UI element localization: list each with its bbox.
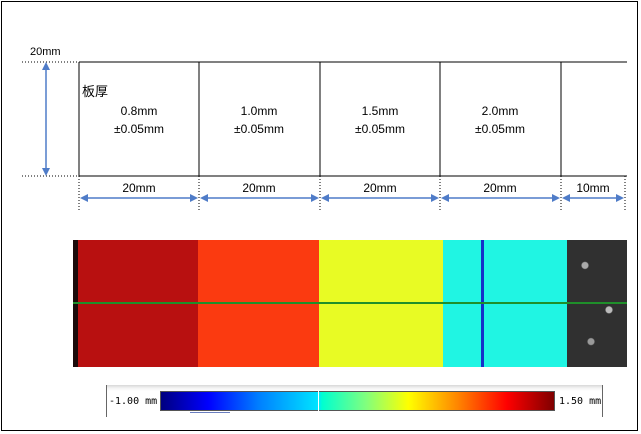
height-arrowhead-bottom [42,168,50,176]
cell-0-thickness: 0.8mm [120,104,158,118]
cell-3-thickness: 2.0mm [481,104,519,118]
cell-1-thickness: 1.0mm [240,104,278,118]
cell-2-tolerance: ±0.05mm [355,122,405,136]
cell-0-tolerance: ±0.05mm [114,122,164,136]
colorbar-max-label: 1.50 mm [559,396,602,407]
cell-3-tolerance: ±0.05mm [475,122,525,136]
thickness-heading: 板厚 [82,84,109,99]
height-arrowhead-top [42,62,50,70]
colorbar [160,391,555,411]
colorbar-center-tick [318,391,319,411]
cell-2-width-label: 20mm [363,181,397,195]
width-arrow-0 [80,194,198,202]
cell-1-width-label: 20mm [242,181,276,195]
colorbar-min-label: -1.00 mm [109,396,158,407]
width-arrow-3 [441,194,560,202]
cell-2-text: 1.5mm ±0.05mm [320,102,440,138]
cell-4-width-label: 10mm [576,181,610,195]
width-arrow-2 [321,194,439,202]
cell-2-thickness: 1.5mm [361,104,399,118]
height-label: 20mm [30,46,61,58]
width-arrow-4 [562,194,624,202]
cell-1-text: 1.0mm ±0.05mm [199,102,319,138]
colorbar-underline [190,412,230,413]
cell-0-text: 0.8mm ±0.05mm [79,102,199,138]
cell-3-text: 2.0mm ±0.05mm [440,102,560,138]
cell-3-width-label: 20mm [483,181,517,195]
heatmap-centerline [73,302,627,304]
width-arrow-1 [200,194,319,202]
cell-0-width-label: 20mm [122,181,156,195]
cell-1-tolerance: ±0.05mm [234,122,284,136]
